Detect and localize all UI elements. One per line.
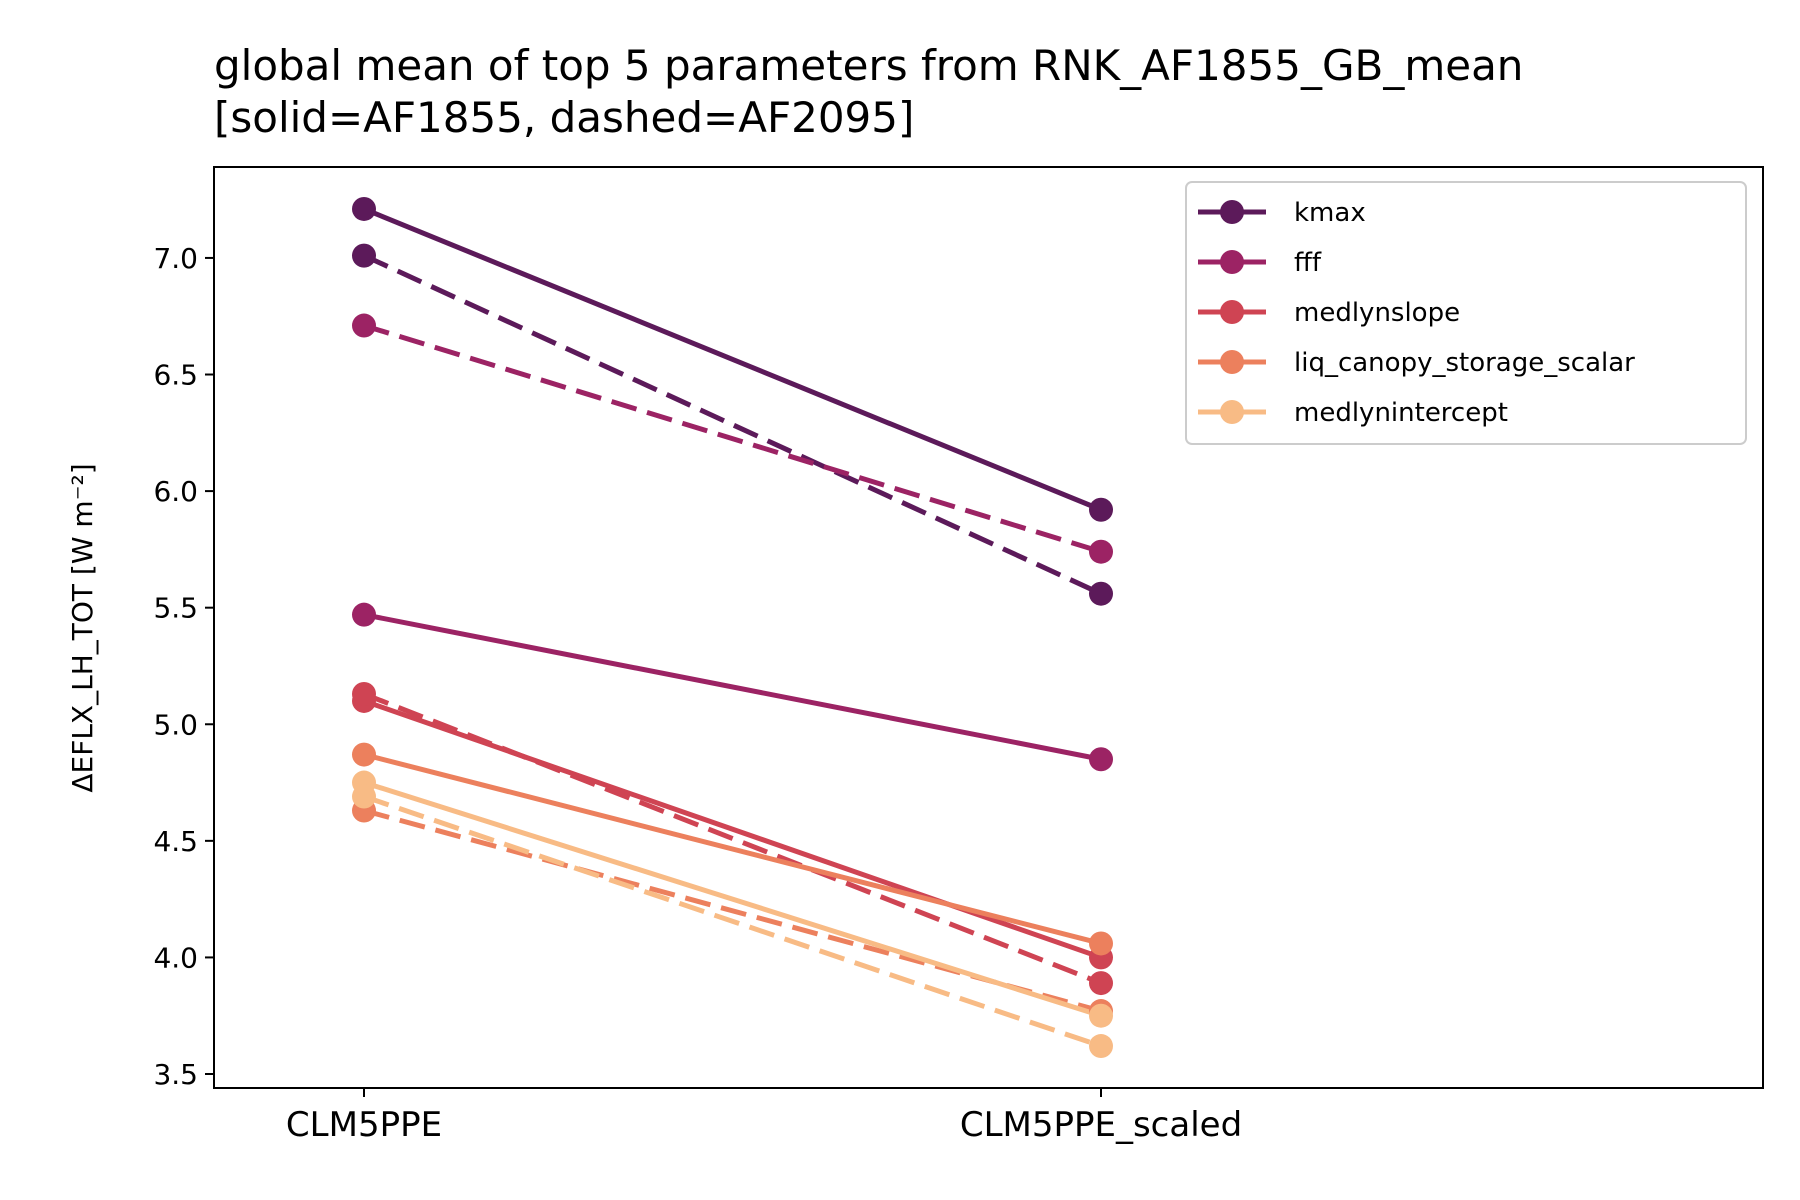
y-tick-label: 3.5 <box>153 1058 198 1091</box>
data-point <box>352 742 376 767</box>
data-point <box>352 313 376 338</box>
y-tick-label: 7.0 <box>153 242 198 275</box>
data-point <box>352 681 376 706</box>
x-tick-label: CLM5PPE_scaled <box>960 1105 1242 1145</box>
legend-label: kmax <box>1294 198 1366 228</box>
series-line-dashed <box>362 253 1103 596</box>
legend-label: liq_canopy_storage_scalar <box>1294 348 1635 378</box>
data-point <box>352 784 376 809</box>
data-point <box>1089 1034 1113 1059</box>
series-line-dashed <box>363 691 1102 986</box>
series-markers <box>352 196 1113 1059</box>
y-tick-label: 4.0 <box>153 941 198 974</box>
x-tick-label: CLM5PPE <box>286 1105 442 1145</box>
data-point <box>1089 931 1113 956</box>
legend-marker <box>1220 300 1244 324</box>
series-lines <box>362 206 1103 1049</box>
series-line-dashed <box>363 794 1102 1049</box>
legend: kmax fff medlynslope liq_canopy_storage_sca… <box>1185 181 1747 445</box>
y-tick-label: 5.0 <box>153 708 198 741</box>
data-point <box>352 196 376 221</box>
legend-marker <box>1220 200 1244 224</box>
chart-subtitle: [solid=AF1855, dashed=AF2095] <box>214 93 915 142</box>
plot-frame <box>213 166 1764 1089</box>
series-line-solid <box>363 612 1102 762</box>
legend-marker <box>1220 250 1244 274</box>
legend-label: medlynslope <box>1294 298 1460 328</box>
data-point <box>352 243 376 268</box>
data-point <box>352 602 376 627</box>
y-tick-label: 6.0 <box>153 475 198 508</box>
chart-title-line1: global mean of top 5 parameters from RNK… <box>214 41 1524 90</box>
series-line-solid <box>363 206 1102 513</box>
legend-label: medlynintercept <box>1294 398 1508 428</box>
legend-marker <box>1220 400 1244 424</box>
data-point <box>1089 581 1113 606</box>
series-line-solid <box>363 780 1102 1019</box>
data-point <box>1089 747 1113 772</box>
legend-marker <box>1220 350 1244 374</box>
legend-box <box>1185 181 1747 445</box>
data-point <box>1089 1003 1113 1028</box>
legend-label: fff <box>1294 248 1322 278</box>
data-point <box>1089 497 1113 522</box>
y-axis-label: ΔEFLX_LH_TOT [W m⁻²] <box>66 463 99 792</box>
series-line-dashed <box>363 323 1102 555</box>
data-point <box>1089 971 1113 996</box>
y-tick-label: 4.5 <box>153 825 198 858</box>
series-line-solid <box>363 752 1102 946</box>
axes: 3.5 4.0 4.5 5.0 5.5 6.0 6.5 7.0 CLM5PPE CLM5PPE_s… <box>153 166 1764 1145</box>
y-tick-label: 5.5 <box>153 592 198 625</box>
chart-title: global mean of top 5 parameters from RNK… <box>214 40 1523 144</box>
data-point <box>1089 539 1113 564</box>
y-tick-label: 6.5 <box>153 359 198 392</box>
